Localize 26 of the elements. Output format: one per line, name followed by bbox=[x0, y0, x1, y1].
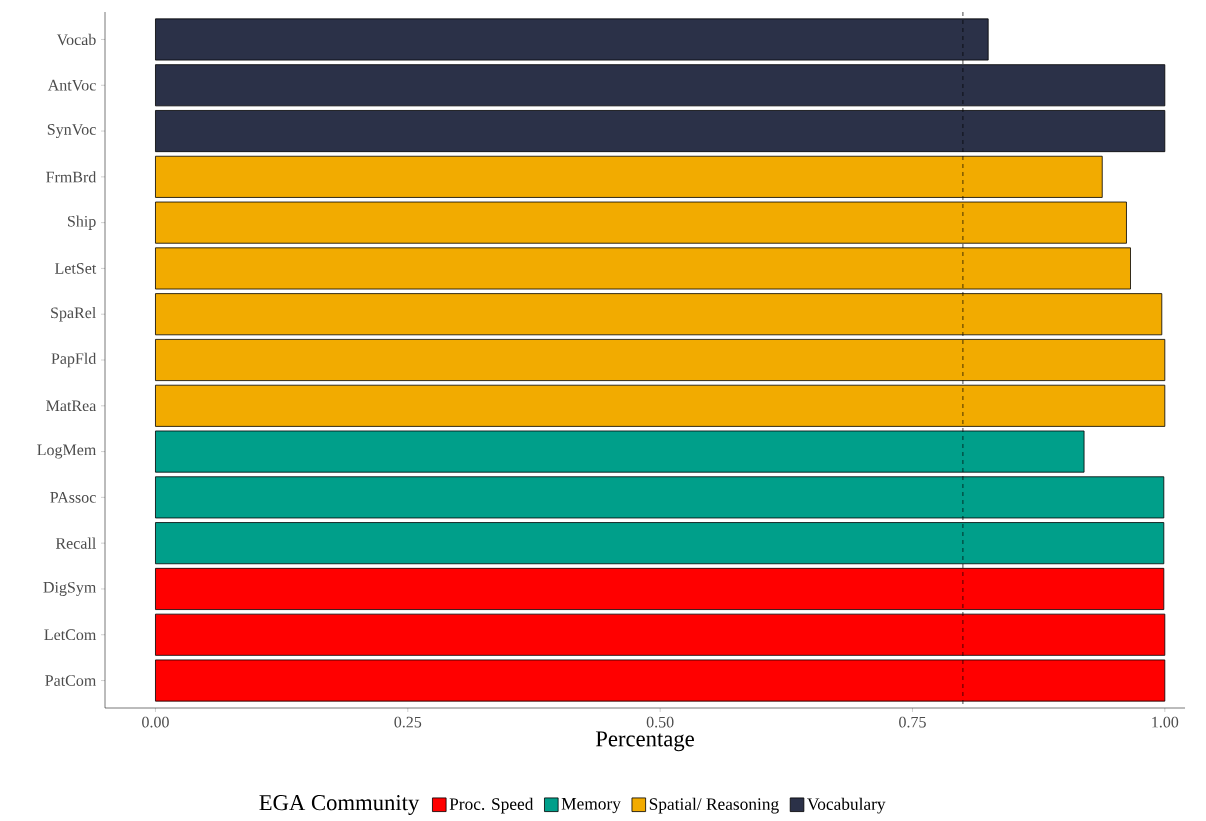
legend-label: Memory bbox=[561, 798, 621, 814]
y-tick-label: MatRea bbox=[46, 400, 97, 412]
y-tick-label: DigSym bbox=[43, 581, 97, 596]
y-tick-label: LetSet bbox=[54, 263, 97, 274]
y-tick-label: LogMem bbox=[37, 444, 97, 459]
legend-title: EGA Community bbox=[259, 795, 420, 815]
legend-label: Spatial/ Reasoning bbox=[649, 797, 779, 814]
x-tick-label: 0.00 bbox=[142, 716, 169, 728]
x-tick-label: 1.00 bbox=[1152, 716, 1179, 728]
x-tick-label: 0.25 bbox=[394, 716, 422, 728]
y-tick-label: AntVoc bbox=[47, 79, 96, 91]
x-tick-label: 0.75 bbox=[899, 716, 926, 728]
y-tick-label: FrmBrd bbox=[46, 171, 97, 183]
y-tick-label: SpaRel bbox=[51, 306, 96, 322]
y-tick-label: SynVoc bbox=[47, 124, 96, 139]
legend-label: Proc. Speed bbox=[449, 797, 534, 814]
y-tick-label: Vocab bbox=[56, 33, 96, 46]
y-tick-label: Recall bbox=[55, 537, 96, 549]
x-tick-label: 0.50 bbox=[646, 716, 674, 728]
legend-label: Vocabulary bbox=[807, 797, 886, 814]
y-tick-label: PapFld bbox=[51, 352, 97, 368]
y-tick-label: Ship bbox=[68, 215, 96, 230]
y-tick-label: PatCom bbox=[45, 675, 97, 686]
y-tick-label: LetCom bbox=[44, 629, 97, 641]
y-tick-label: PAssoc bbox=[50, 492, 96, 503]
x-axis-title: Percentage bbox=[595, 731, 694, 752]
